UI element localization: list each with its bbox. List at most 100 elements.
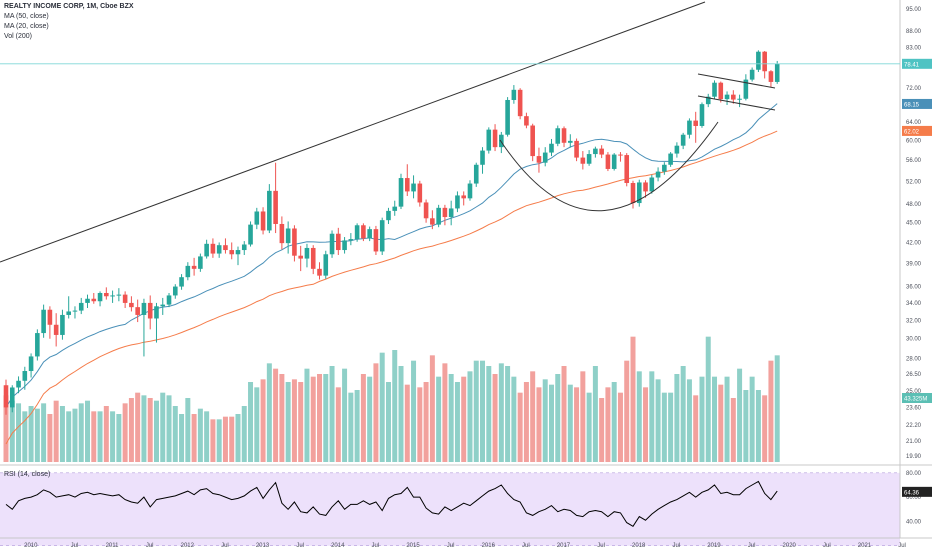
candle-body[interactable] <box>605 154 611 169</box>
candle-body[interactable] <box>756 51 761 70</box>
candle-body[interactable] <box>611 154 617 169</box>
candle-body[interactable] <box>292 228 297 256</box>
candle-body[interactable] <box>749 69 755 80</box>
candle-body[interactable] <box>285 228 291 244</box>
candle-body[interactable] <box>179 277 184 287</box>
candle-body[interactable] <box>47 309 53 325</box>
candle-body[interactable] <box>60 314 65 335</box>
candle-body[interactable] <box>241 244 247 251</box>
candle-body[interactable] <box>147 302 153 319</box>
candle-body[interactable] <box>536 156 542 163</box>
candle-body[interactable] <box>323 254 329 276</box>
candle-body[interactable] <box>204 243 209 257</box>
cup-drawing[interactable] <box>499 121 719 212</box>
candle-body[interactable] <box>78 302 84 311</box>
candle-body[interactable] <box>154 306 159 319</box>
candle-body[interactable] <box>223 245 228 251</box>
ma50-line[interactable] <box>5 130 778 445</box>
candle-body[interactable] <box>436 207 441 225</box>
candle-body[interactable] <box>41 309 46 334</box>
candle-body[interactable] <box>480 150 485 165</box>
candle-body[interactable] <box>129 302 134 308</box>
candle-body[interactable] <box>392 206 398 211</box>
candle-body[interactable] <box>198 256 203 269</box>
candle-body[interactable] <box>116 294 122 296</box>
candle-body[interactable] <box>404 178 410 192</box>
candle-body[interactable] <box>191 265 197 269</box>
candle-body[interactable] <box>273 190 278 224</box>
candle-body[interactable] <box>599 148 604 155</box>
candle-body[interactable] <box>461 195 467 199</box>
candle-body[interactable] <box>141 302 147 315</box>
candle-body[interactable] <box>455 195 460 209</box>
candle-body[interactable] <box>3 385 9 408</box>
candle-body[interactable] <box>317 268 322 276</box>
volume-legend[interactable]: Vol (200) <box>4 33 33 40</box>
candle-body[interactable] <box>166 295 172 305</box>
candle-body[interactable] <box>85 298 90 303</box>
candle-body[interactable] <box>361 225 366 239</box>
candle-body[interactable] <box>35 333 40 357</box>
candle-body[interactable] <box>580 157 586 164</box>
candle-body[interactable] <box>693 120 698 126</box>
candle-body[interactable] <box>630 182 636 204</box>
candle-body[interactable] <box>448 208 454 218</box>
candle-body[interactable] <box>768 71 774 82</box>
candle-body[interactable] <box>135 307 140 315</box>
candle-body[interactable] <box>267 190 272 231</box>
candle-body[interactable] <box>304 247 310 259</box>
candle-body[interactable] <box>586 154 592 164</box>
candle-body[interactable] <box>104 292 109 297</box>
candle-body[interactable] <box>499 134 504 148</box>
candle-body[interactable] <box>254 211 260 225</box>
candle-body[interactable] <box>417 183 423 203</box>
candle-body[interactable] <box>705 96 711 105</box>
rsi-line[interactable] <box>5 480 778 527</box>
candle-body[interactable] <box>618 154 623 156</box>
candle-body[interactable] <box>593 148 598 155</box>
candle-body[interactable] <box>423 202 429 219</box>
candle-body[interactable] <box>774 63 780 82</box>
candle-body[interactable] <box>398 178 404 207</box>
candle-body[interactable] <box>354 225 360 240</box>
candle-body[interactable] <box>110 295 115 297</box>
candle-body[interactable] <box>97 292 103 302</box>
candle-body[interactable] <box>16 380 21 388</box>
candle-body[interactable] <box>160 304 166 307</box>
candle-body[interactable] <box>430 218 435 225</box>
candle-body[interactable] <box>762 51 767 72</box>
candle-body[interactable] <box>655 171 661 178</box>
candle-body[interactable] <box>731 94 736 100</box>
candle-body[interactable] <box>342 240 347 251</box>
candle-body[interactable] <box>549 143 554 153</box>
candle-body[interactable] <box>574 140 579 158</box>
candle-body[interactable] <box>411 183 416 192</box>
candle-body[interactable] <box>568 140 573 143</box>
candle-body[interactable] <box>122 294 128 303</box>
candle-body[interactable] <box>373 229 379 252</box>
candle-body[interactable] <box>279 223 285 244</box>
candle-body[interactable] <box>511 89 517 100</box>
candle-body[interactable] <box>379 220 385 252</box>
candle-body[interactable] <box>467 183 473 199</box>
candle-body[interactable] <box>737 98 742 100</box>
candle-body[interactable] <box>643 182 648 192</box>
candle-body[interactable] <box>310 247 316 269</box>
candle-body[interactable] <box>542 152 548 163</box>
candle-body[interactable] <box>348 239 354 241</box>
candle-body[interactable] <box>91 298 97 302</box>
candle-body[interactable] <box>367 229 372 239</box>
trendline-drawing[interactable] <box>0 1 706 263</box>
candle-body[interactable] <box>662 164 667 172</box>
candle-body[interactable] <box>649 177 655 192</box>
candle-body[interactable] <box>298 255 303 259</box>
candle-body[interactable] <box>210 243 216 254</box>
ma20-legend[interactable]: MA (20, close) <box>4 23 49 30</box>
candle-body[interactable] <box>329 233 335 255</box>
candle-body[interactable] <box>235 250 241 255</box>
ma50-legend[interactable]: MA (50, close) <box>4 13 49 20</box>
candle-body[interactable] <box>674 145 680 154</box>
candle-body[interactable] <box>28 356 34 372</box>
flag-bottom-drawing[interactable] <box>697 95 776 111</box>
